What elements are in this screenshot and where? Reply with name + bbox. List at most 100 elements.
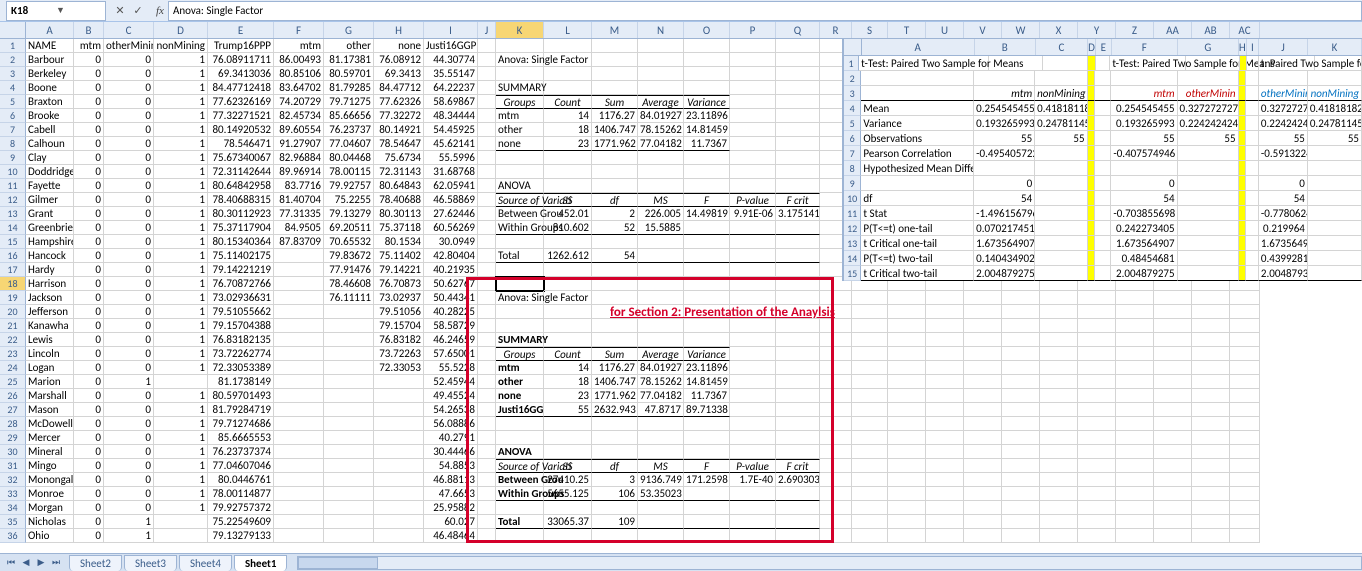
cell[interactable]: 0 <box>74 277 104 291</box>
cell[interactable]: 85.6665553 <box>208 431 274 445</box>
cell[interactable]: 80.1534 <box>374 235 424 249</box>
cell[interactable]: MS <box>638 193 684 207</box>
p2-cell[interactable]: otherMinin <box>1178 86 1239 101</box>
cell[interactable]: Trump16PPP <box>208 39 274 53</box>
row-header-11[interactable]: 11 <box>0 179 26 193</box>
col-header-U[interactable]: U <box>926 22 964 38</box>
col-header-G[interactable]: G <box>324 22 374 38</box>
cell[interactable]: 1 <box>154 151 208 165</box>
cell[interactable] <box>684 417 730 431</box>
cell[interactable] <box>852 515 888 529</box>
cell[interactable]: 42.80404 <box>424 249 478 263</box>
cell[interactable] <box>776 501 820 515</box>
cell[interactable]: mtm <box>274 39 324 53</box>
p2-cell[interactable] <box>1315 56 1362 71</box>
cell[interactable]: Gilmer <box>26 193 74 207</box>
cell[interactable]: F <box>684 193 730 207</box>
cell[interactable] <box>730 235 776 249</box>
p2-cell[interactable]: mtm <box>974 86 1035 101</box>
p2-cell[interactable] <box>1088 161 1096 176</box>
p2-cell[interactable] <box>1239 116 1247 131</box>
cell[interactable] <box>730 277 776 291</box>
cell[interactable]: 80.30112923 <box>208 207 274 221</box>
p2-cell[interactable] <box>1239 221 1247 236</box>
cell[interactable] <box>638 277 684 291</box>
cell[interactable]: 1406.747 <box>592 375 638 389</box>
cell[interactable]: 31.68768 <box>424 165 478 179</box>
cell[interactable] <box>684 277 730 291</box>
cell[interactable] <box>592 235 638 249</box>
cell[interactable]: 84.01927 <box>638 109 684 123</box>
cell[interactable] <box>776 81 820 95</box>
cell[interactable] <box>374 445 424 459</box>
cell[interactable] <box>638 179 684 193</box>
cell[interactable]: Source of Variati <box>496 193 544 207</box>
cell[interactable]: 76.23737 <box>324 123 374 137</box>
cell[interactable] <box>964 417 1002 431</box>
p2-cell[interactable] <box>1246 101 1259 116</box>
p2-cell[interactable] <box>1239 101 1247 116</box>
cell[interactable]: Cabell <box>26 123 74 137</box>
p2-cell[interactable] <box>1095 101 1111 116</box>
cell[interactable]: 23 <box>544 389 592 403</box>
p2-cell[interactable] <box>1178 146 1239 161</box>
cell[interactable]: Monroe <box>26 487 74 501</box>
cell[interactable]: 1 <box>154 417 208 431</box>
cell[interactable]: 87.83709 <box>274 235 324 249</box>
cell[interactable]: 0 <box>104 67 154 81</box>
cell[interactable]: 79.71275 <box>324 95 374 109</box>
p2-cell[interactable] <box>1246 116 1259 131</box>
p2-cell[interactable] <box>1088 206 1096 221</box>
cell[interactable]: 77.91476 <box>324 263 374 277</box>
cell[interactable]: 84.47712 <box>374 81 424 95</box>
cell[interactable] <box>1192 501 1230 515</box>
row-header-13[interactable]: 13 <box>0 207 26 221</box>
cell[interactable]: 0 <box>74 473 104 487</box>
cell[interactable]: 15.5885 <box>638 221 684 235</box>
p2-cell[interactable]: Hypothesized Mean Differ <box>861 161 974 176</box>
cell[interactable] <box>1002 473 1040 487</box>
col-header-E[interactable]: E <box>208 22 274 38</box>
cell[interactable] <box>776 53 820 67</box>
cell[interactable]: 76.23737374 <box>208 445 274 459</box>
cell[interactable]: 77.04607046 <box>208 459 274 473</box>
cell[interactable]: 40.21935 <box>424 263 478 277</box>
cell[interactable] <box>592 501 638 515</box>
cell[interactable]: Within Groups <box>496 487 544 501</box>
cell[interactable] <box>926 487 964 501</box>
row-header-30[interactable]: 30 <box>0 445 26 459</box>
cell[interactable]: 46.88113 <box>424 473 478 487</box>
cell[interactable] <box>888 459 926 473</box>
cell[interactable] <box>964 473 1002 487</box>
cell[interactable] <box>926 501 964 515</box>
cell[interactable]: 23.11896 <box>684 361 730 375</box>
cell[interactable] <box>374 431 424 445</box>
cell[interactable]: 0 <box>74 193 104 207</box>
cell[interactable] <box>478 277 496 291</box>
cell[interactable]: Grant <box>26 207 74 221</box>
cell[interactable]: Brooke <box>26 109 74 123</box>
cell[interactable]: 1 <box>154 67 208 81</box>
cell[interactable]: 0 <box>104 291 154 305</box>
cell[interactable]: 78.46608 <box>324 277 374 291</box>
cell[interactable] <box>888 417 926 431</box>
cell[interactable] <box>1116 305 1154 319</box>
cell[interactable]: Variance <box>684 95 730 109</box>
p2-cell[interactable]: 0.24781145 <box>1308 116 1362 131</box>
p2-cell[interactable]: 55 <box>1035 131 1087 146</box>
cell[interactable] <box>324 445 374 459</box>
cell[interactable]: 0 <box>74 501 104 515</box>
cell[interactable]: 57.65001 <box>424 347 478 361</box>
cell[interactable] <box>684 151 730 165</box>
cell[interactable] <box>684 487 730 501</box>
cell[interactable] <box>1230 389 1260 403</box>
cell[interactable]: 72.31143 <box>374 165 424 179</box>
cell[interactable]: 23 <box>544 137 592 151</box>
cell[interactable] <box>478 487 496 501</box>
p2-cell[interactable] <box>1308 266 1362 281</box>
cell[interactable] <box>964 529 1002 543</box>
cell[interactable] <box>820 291 852 305</box>
cell[interactable] <box>1002 361 1040 375</box>
cell[interactable] <box>274 249 324 263</box>
cell[interactable]: Lincoln <box>26 347 74 361</box>
